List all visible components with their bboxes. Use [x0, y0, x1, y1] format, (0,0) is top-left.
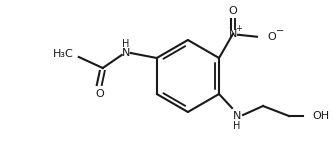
Text: N: N [229, 29, 237, 39]
Text: −: − [276, 26, 284, 36]
Text: +: + [235, 24, 242, 33]
Text: O: O [267, 32, 276, 42]
Text: N: N [122, 48, 130, 58]
Text: H: H [233, 121, 241, 131]
Text: H: H [122, 39, 130, 49]
Text: O: O [96, 89, 104, 99]
Text: N: N [233, 111, 241, 121]
Text: H₃C: H₃C [53, 49, 74, 59]
Text: O: O [229, 6, 237, 16]
Text: OH: OH [312, 111, 329, 121]
